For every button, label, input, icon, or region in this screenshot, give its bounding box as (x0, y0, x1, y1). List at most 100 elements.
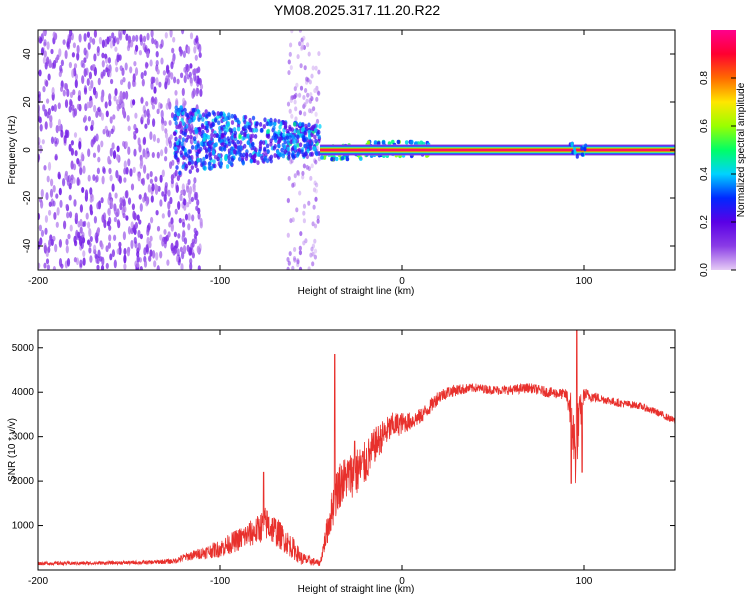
spectrogram-cell (113, 234, 117, 241)
spectrogram-cell (190, 145, 195, 150)
spectrogram-cell (289, 218, 293, 224)
spectrogram-cell (100, 140, 104, 148)
spectrogram-cell (286, 266, 290, 270)
spectrogram-cell (187, 178, 191, 186)
spectrogram-cell (67, 233, 71, 240)
spectrogram-cell (124, 91, 128, 100)
spectrogram-cell (232, 149, 237, 155)
spectrogram-cell (129, 66, 133, 74)
spectrogram-cell (149, 178, 153, 184)
spectrogram-cell (293, 145, 298, 151)
spectrogram-cell (164, 132, 169, 139)
spectrogram-cell (307, 266, 311, 270)
spectrogram-cell (150, 30, 154, 38)
spectrogram-cell (96, 50, 100, 57)
spectrogram-cell (288, 51, 292, 57)
spectrogram-cell (243, 143, 247, 149)
spectrogram-cell (123, 248, 127, 255)
spectrogram-cell (50, 48, 54, 55)
spectrogram-cell (49, 119, 53, 129)
spectrogram-cell (176, 175, 180, 182)
spectrogram-cell (116, 37, 120, 45)
spectrogram-cell (288, 108, 292, 114)
spectrogram-cell (93, 135, 97, 143)
spectrogram-cell (152, 133, 156, 142)
spectrogram-cell (127, 146, 131, 155)
spectrogram-cell (197, 109, 201, 115)
spectrogram-cell (404, 140, 409, 145)
spectrogram-cell (223, 137, 227, 142)
spectrogram-cell (188, 71, 192, 78)
spectrogram-cell (193, 38, 197, 46)
spectrogram-cell (298, 110, 302, 116)
spectrogram-cell (186, 134, 190, 140)
spectrogram-cell (311, 221, 315, 227)
spectrogram-cell (303, 143, 307, 149)
spectrogram-cell (100, 112, 105, 121)
spectrogram-cell (87, 42, 91, 50)
spectrogram-cell (68, 211, 73, 219)
spectrogram-cell (243, 132, 247, 138)
spectrogram-cell (286, 257, 290, 262)
snr-ytick-label: 1000 (12, 521, 35, 532)
spectrogram-cell (230, 157, 235, 163)
spectrogram-cell (108, 216, 112, 225)
spectrogram-cell (45, 251, 49, 257)
spectrogram-cell (193, 160, 198, 166)
spectrogram-cell (182, 189, 186, 196)
spectrogram-cell (313, 254, 317, 260)
spectrogram-cell (73, 199, 77, 207)
spectrogram-cell (118, 241, 122, 248)
spectrogram-cell (224, 116, 228, 122)
spectrogram-cell (109, 40, 113, 49)
spectrogram-cell (132, 35, 136, 42)
spectrogram-cell (182, 97, 186, 104)
spectrogram-cell (293, 173, 297, 179)
spectrogram-cell (170, 112, 175, 119)
spectrogram-cell (292, 256, 297, 261)
spectrogram-cell (167, 77, 171, 86)
spectrogram-cell (156, 225, 161, 232)
spectrogram-cell (119, 90, 123, 100)
spectrogram-cell (160, 109, 164, 119)
spectrogram-cell (312, 187, 317, 193)
spectrogram-cell (181, 137, 186, 143)
spectrogram-cell (146, 117, 150, 126)
spectrogram-cell (86, 78, 90, 86)
spectrogram-cell (179, 193, 183, 202)
spectrogram-cell (366, 140, 371, 145)
spectrogram-cell (78, 141, 82, 150)
colorbar-ticks: 0.0 0.2 0.4 0.6 0.8 (699, 71, 736, 277)
spectrogram-cell (93, 53, 97, 62)
spectrogram-cell (301, 174, 305, 180)
spectrogram-cell (101, 52, 105, 59)
spectrogram-cell (265, 158, 270, 164)
spectrogram-cell (53, 103, 57, 113)
spectrogram-cell (111, 32, 115, 39)
spectrogram-cell (100, 264, 105, 270)
spectrogram-cell (218, 129, 222, 135)
spectrogram-cell (151, 152, 155, 158)
spectrogram-cell (304, 123, 308, 129)
spectrogram-cell (187, 212, 191, 221)
spectrogram-cell (180, 263, 184, 270)
colorbar-label: Normalized spectral amplitude (736, 82, 747, 217)
spectrogram-cell (138, 143, 142, 153)
spectrogram-cell (82, 165, 86, 174)
spectrogram-cell (88, 71, 92, 80)
spectrogram-cell (137, 173, 141, 182)
spectrogram-cell (296, 151, 300, 157)
spectrogram-cell (285, 135, 290, 141)
spectrogram-cell (50, 198, 54, 207)
spectrogram-cell (93, 244, 97, 253)
spectrogram-cell (314, 196, 318, 202)
spectrogram-cell (151, 104, 155, 110)
spectrogram-cell (38, 69, 42, 77)
spectrogram-cell (291, 217, 295, 223)
spectrogram-cell (52, 266, 56, 270)
spectrogram-cell (88, 85, 92, 92)
spectrogram-cell (233, 115, 238, 121)
spectrogram-cell (298, 41, 302, 47)
spectrogram-cell (286, 197, 290, 203)
spectrogram-cell (96, 167, 100, 175)
